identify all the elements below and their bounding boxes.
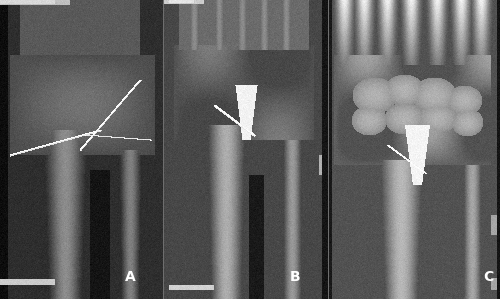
Text: B: B: [290, 270, 300, 284]
Text: A: A: [125, 270, 136, 284]
Text: C: C: [483, 270, 493, 284]
